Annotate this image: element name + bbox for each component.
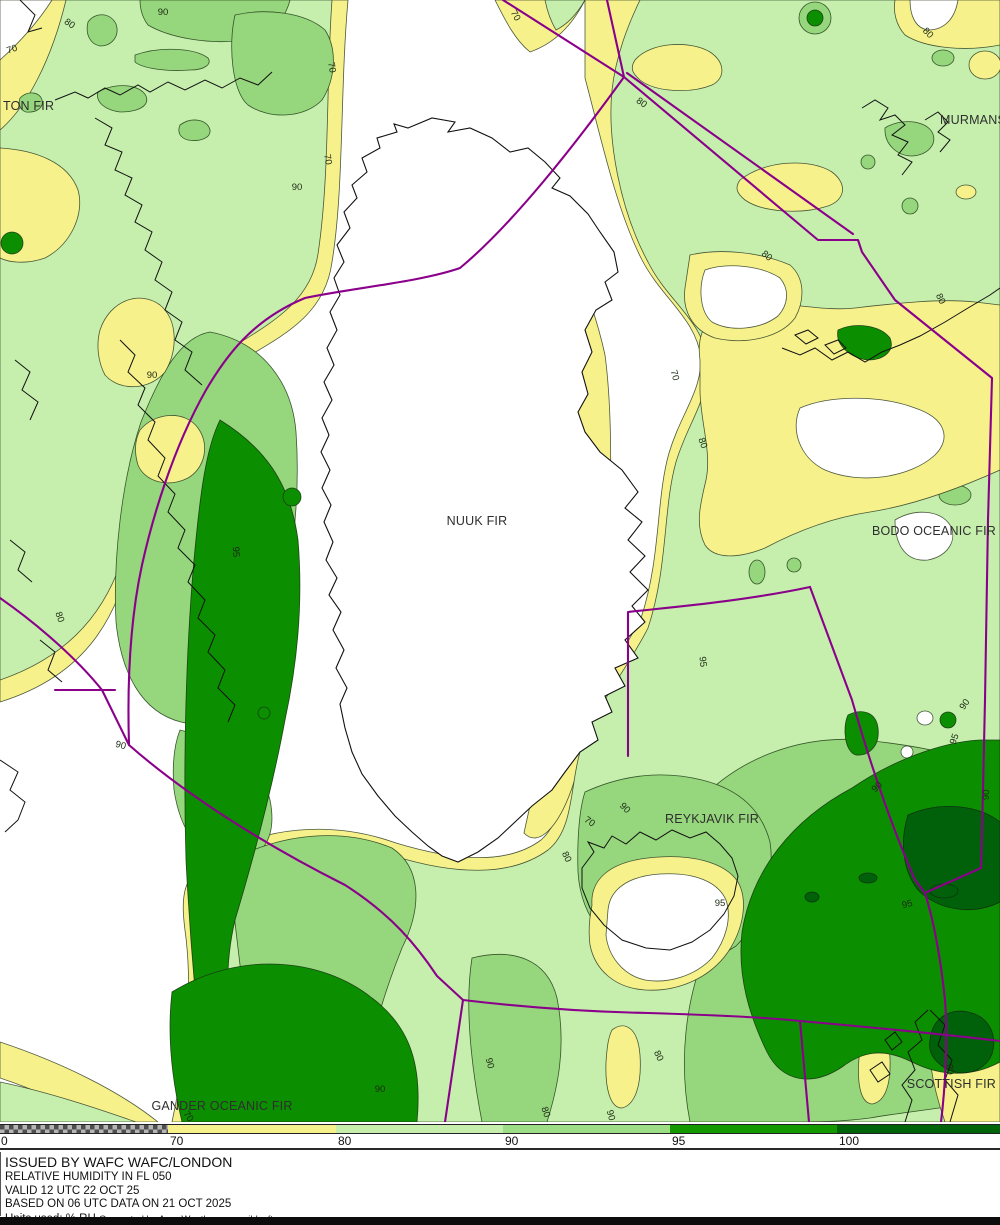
contour-value-label: 70 xyxy=(582,814,597,829)
legend-tick: 90 xyxy=(505,1134,519,1148)
contour-value-label: 90 xyxy=(483,1057,496,1070)
valid-time-line: VALID 12 UTC 22 OCT 25 xyxy=(5,1184,140,1197)
fir-label: REYKJAVIK FIR xyxy=(665,812,759,826)
legend-segment xyxy=(168,1125,337,1133)
bottom-black-bar xyxy=(0,1217,1000,1225)
fir-label: SCOTTISH FIR xyxy=(907,1077,996,1091)
contour-value-label: 90 xyxy=(957,697,972,712)
contour-value-label: 80 xyxy=(651,1049,665,1063)
contour-value-label: 70 xyxy=(321,153,334,165)
contour-value-label: 90 xyxy=(604,1109,617,1122)
contour-value-label: 70 xyxy=(508,8,523,23)
chart-info-panel: ISSUED BY WAFC WAFC/LONDON RELATIVE HUMI… xyxy=(0,1152,1000,1225)
legend-tick: 95 xyxy=(672,1134,686,1148)
fir-label: NUUK FIR xyxy=(447,514,508,528)
contour-value-label: 95 xyxy=(697,656,709,667)
greenland-coastline xyxy=(320,117,649,863)
fir-label: BODO OCEANIC FIR xyxy=(872,524,996,538)
legend-footer-divider xyxy=(0,1148,1000,1150)
contour-value-label: 95 xyxy=(715,898,726,909)
coastlines xyxy=(0,0,1000,1123)
contour-value-label: 90 xyxy=(375,1084,386,1095)
map-canvas: TON FIR MURMANSK O NUUK FIR BODO OCEANIC FI… xyxy=(0,0,1000,1124)
based-on-line: BASED ON 06 UTC DATA ON 21 OCT 2025 xyxy=(5,1198,232,1210)
legend-segment xyxy=(336,1125,504,1133)
fir-label: MURMANSK O xyxy=(940,113,1000,127)
contour-value-label: 80 xyxy=(933,292,947,306)
contour-value-label: 70 xyxy=(668,369,681,382)
issued-by-line: ISSUED BY WAFC WAFC/LONDON xyxy=(5,1154,233,1170)
contour-value-label: 70 xyxy=(5,43,19,57)
contour-value-label: 95 xyxy=(948,732,962,746)
contour-value-label: 90 xyxy=(147,370,158,381)
contour-value-label: 80 xyxy=(695,436,709,450)
legend-segment xyxy=(837,1125,1000,1133)
contour-value-label: 90 xyxy=(158,7,169,18)
legend-tick-labels: 0 70 80 90 95 100 xyxy=(0,1134,1000,1148)
contour-value-label: 70 xyxy=(325,61,338,73)
legend-tick: 70 xyxy=(170,1134,184,1148)
legend-tick: 80 xyxy=(338,1134,352,1148)
legend-tick: 0 xyxy=(1,1134,8,1148)
contour-value-label: 90 xyxy=(292,182,303,193)
humidity-legend: 0 70 80 90 95 100 xyxy=(0,1122,1000,1148)
contour-value-label: 80 xyxy=(62,16,77,31)
legend-tick: 100 xyxy=(839,1134,860,1148)
legend-segment xyxy=(670,1125,838,1133)
contour-value-label: 80 xyxy=(538,1105,552,1119)
contour-value-label: 90 xyxy=(981,789,993,800)
legend-segment xyxy=(503,1125,671,1133)
fir-boundaries xyxy=(0,0,1000,1124)
contour-value-label: 80 xyxy=(943,1063,956,1075)
contour-value-label: 95 xyxy=(901,898,914,911)
contour-value-label: 80 xyxy=(52,610,66,624)
legend-segment xyxy=(0,1125,169,1133)
contour-value-label: 80 xyxy=(634,95,649,110)
fir-label: GANDER OCEANIC FIR xyxy=(151,1099,292,1113)
legend-color-bar xyxy=(0,1124,1000,1134)
contour-value-label: 90 xyxy=(114,739,127,752)
fir-label: TON FIR xyxy=(3,99,54,113)
contour-value-label: 80 xyxy=(559,850,573,864)
parameter-line: RELATIVE HUMIDITY IN FL 050 xyxy=(5,1171,172,1183)
contour-value-label: 70 xyxy=(181,1109,196,1122)
contour-value-label: 95 xyxy=(230,546,241,557)
humidity-map: TON FIR MURMANSK O NUUK FIR BODO OCEANIC FI… xyxy=(0,0,1000,1124)
